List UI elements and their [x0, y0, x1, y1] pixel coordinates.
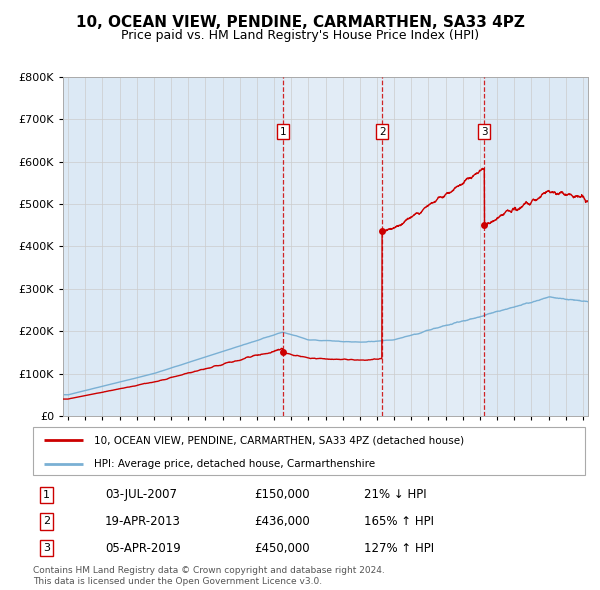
Text: £436,000: £436,000 — [254, 515, 310, 528]
Text: Price paid vs. HM Land Registry's House Price Index (HPI): Price paid vs. HM Land Registry's House … — [121, 30, 479, 42]
Text: 1: 1 — [43, 490, 50, 500]
Text: 19-APR-2013: 19-APR-2013 — [105, 515, 181, 528]
Text: 10, OCEAN VIEW, PENDINE, CARMARTHEN, SA33 4PZ (detached house): 10, OCEAN VIEW, PENDINE, CARMARTHEN, SA3… — [94, 435, 464, 445]
Text: £150,000: £150,000 — [254, 488, 310, 501]
Text: 10, OCEAN VIEW, PENDINE, CARMARTHEN, SA33 4PZ: 10, OCEAN VIEW, PENDINE, CARMARTHEN, SA3… — [76, 15, 524, 30]
Text: 05-APR-2019: 05-APR-2019 — [105, 542, 181, 555]
Text: £450,000: £450,000 — [254, 542, 310, 555]
Text: 3: 3 — [43, 543, 50, 553]
Text: 2: 2 — [43, 516, 50, 526]
Text: 2: 2 — [379, 127, 385, 137]
Text: 127% ↑ HPI: 127% ↑ HPI — [364, 542, 434, 555]
FancyBboxPatch shape — [33, 427, 585, 475]
Text: HPI: Average price, detached house, Carmarthenshire: HPI: Average price, detached house, Carm… — [94, 459, 375, 469]
Text: This data is licensed under the Open Government Licence v3.0.: This data is licensed under the Open Gov… — [33, 577, 322, 586]
Text: 03-JUL-2007: 03-JUL-2007 — [105, 488, 177, 501]
Text: Contains HM Land Registry data © Crown copyright and database right 2024.: Contains HM Land Registry data © Crown c… — [33, 566, 385, 575]
Text: 1: 1 — [280, 127, 286, 137]
Bar — [283, 77, 382, 416]
Text: 165% ↑ HPI: 165% ↑ HPI — [364, 515, 434, 528]
Bar — [382, 77, 484, 416]
Text: 21% ↓ HPI: 21% ↓ HPI — [364, 488, 427, 501]
Text: 3: 3 — [481, 127, 488, 137]
